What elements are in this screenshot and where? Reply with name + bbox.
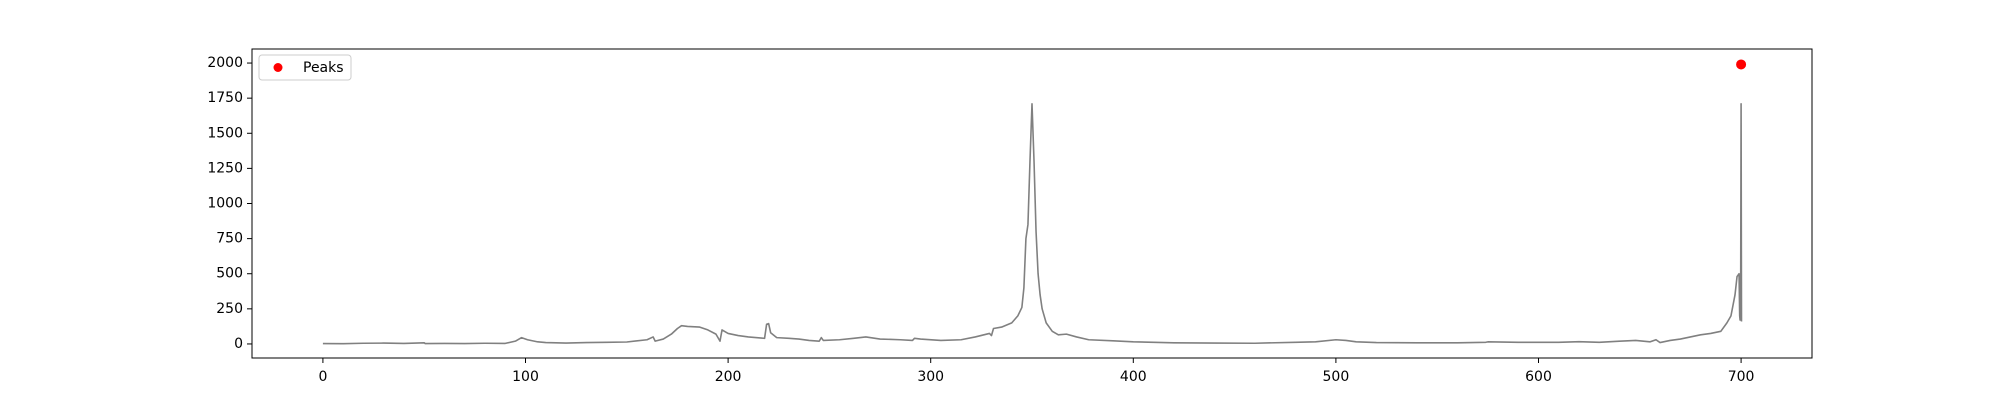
- signal-line: [322, 102, 1743, 345]
- series-layer: [322, 59, 1747, 345]
- legend-box: [258, 54, 352, 81]
- y-tick-label: 1750: [207, 90, 243, 106]
- x-tick-label: 400: [1120, 369, 1147, 385]
- peak-point: [1736, 59, 1747, 70]
- x-tick-label: 0: [318, 369, 327, 385]
- legend-label-peaks: Peaks: [303, 60, 344, 76]
- y-tick-label: 1250: [207, 160, 243, 176]
- x-tick-label: 700: [1728, 369, 1755, 385]
- x-tick-label: 200: [715, 369, 742, 385]
- y-tick-label: 2000: [207, 55, 243, 71]
- y-tick-label: 500: [216, 266, 243, 282]
- legend-marker-peaks: [273, 63, 283, 72]
- y-tick-label: 1000: [207, 196, 243, 212]
- legend: Peaks: [258, 54, 352, 81]
- y-tick-label: 750: [216, 231, 243, 247]
- y-tick-label: 250: [216, 301, 243, 317]
- y-tick-label: 1500: [207, 125, 243, 141]
- ticks-layer: 0 100 200 300 400 500 600 700 0 250 500 750 1000 1250…: [207, 55, 1754, 385]
- x-tick-label: 500: [1323, 369, 1350, 385]
- y-tick-label: 0: [234, 336, 243, 352]
- plot-frame: [251, 48, 1813, 359]
- x-tick-label: 600: [1525, 369, 1552, 385]
- x-tick-label: 300: [917, 369, 944, 385]
- x-tick-label: 100: [512, 369, 539, 385]
